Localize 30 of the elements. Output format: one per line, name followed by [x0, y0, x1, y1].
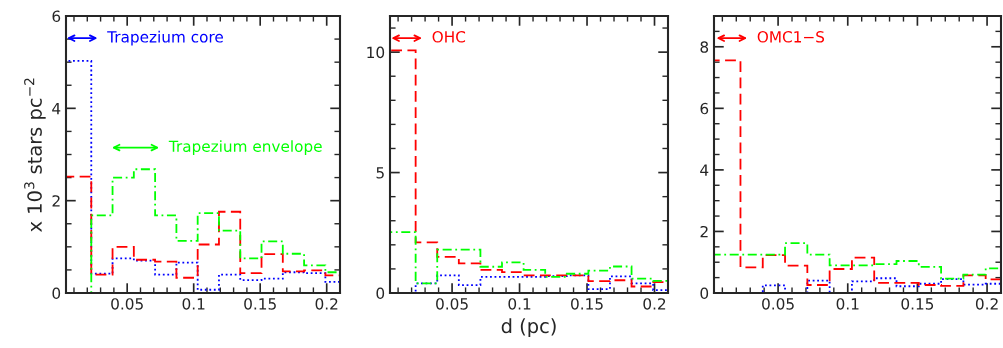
annotation: Trapezium core	[107, 30, 223, 46]
x-tick-label: 0.05	[436, 298, 468, 310]
x-tick-label: 0.15	[571, 298, 603, 310]
x-tick-label: 0.05	[111, 298, 143, 310]
x-tick-label: 0.2	[643, 298, 666, 310]
y-tick-label: 0	[376, 287, 385, 300]
x-tick-label: 0.1	[508, 298, 531, 310]
x-tick-label: 0.2	[315, 298, 338, 310]
x-tick-label: 0.05	[762, 298, 794, 310]
annotation: OHC	[432, 31, 466, 43]
x-tick-label: 0.15	[901, 298, 934, 310]
y-tick-label: 5	[376, 167, 384, 179]
y-tick-label: 0	[700, 287, 709, 300]
y-tick-label: 6	[700, 102, 709, 115]
x-axis-title: d (pc)	[501, 318, 556, 338]
y-tick-label: 2	[700, 225, 708, 238]
y-tick-label: 6	[52, 10, 61, 23]
x-tick-label: 0.2	[975, 298, 998, 310]
annotation: Trapezium envelope	[168, 140, 322, 155]
y-tick-label: 8	[700, 41, 709, 53]
x-tick-label: 0.1	[182, 298, 205, 310]
y-tick-label: 4	[700, 164, 709, 176]
y-tick-label: 0	[52, 287, 61, 300]
annotation: OMC1−S	[757, 31, 825, 43]
y-axis-title: x 10$^{3}$ stars pc$^{−2}$	[24, 78, 46, 232]
y-tick-label: 10	[367, 46, 385, 59]
y-tick-label: 2	[52, 195, 60, 207]
x-tick-label: 0.1	[836, 298, 859, 310]
x-tick-label: 0.15	[244, 298, 276, 310]
y-tick-label: 4	[52, 103, 61, 115]
